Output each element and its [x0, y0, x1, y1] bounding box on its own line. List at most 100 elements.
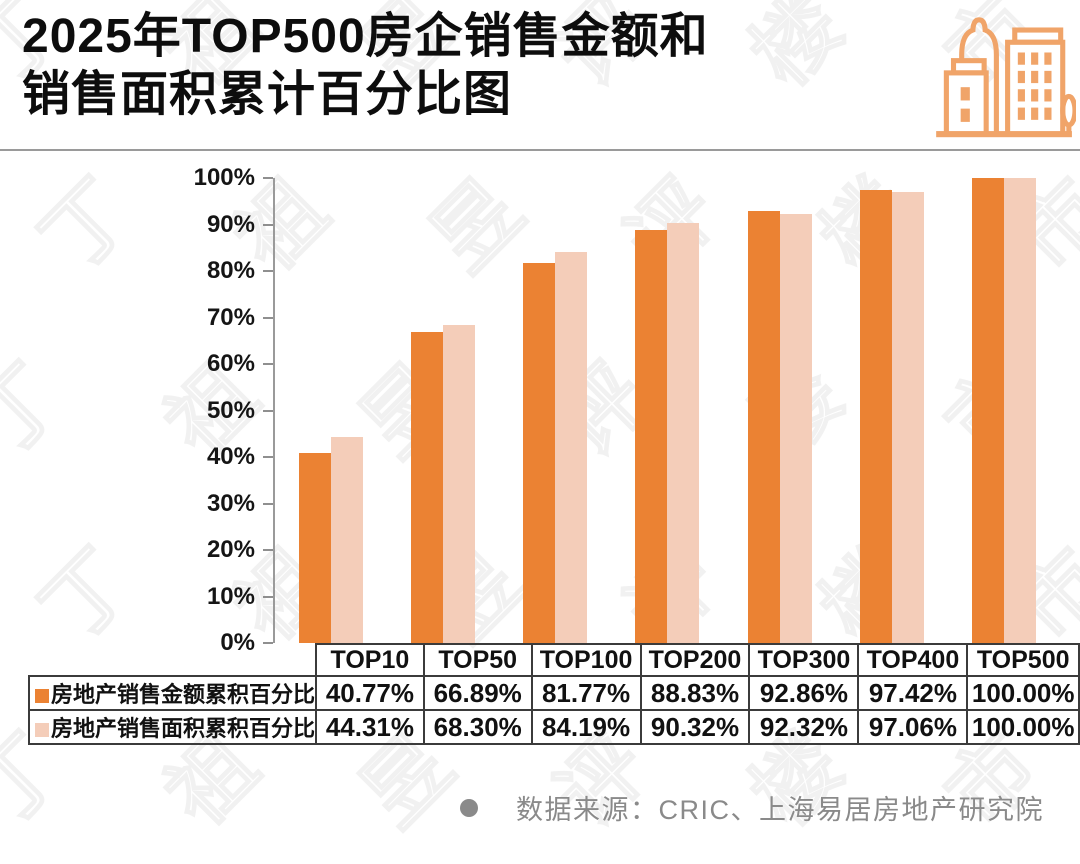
window [1017, 107, 1025, 120]
y-tick-mark [263, 502, 273, 505]
bar-group-top100 [499, 178, 611, 643]
bar-amount-top10 [299, 453, 332, 643]
y-tick-label-90: 90% [206, 210, 255, 238]
bar-amount-top300 [747, 211, 780, 643]
plot-area [273, 178, 1060, 643]
window [960, 108, 970, 122]
source-footer: 数据来源：CRIC、上海易居房地产研究院 [460, 788, 1044, 827]
bar-group-top50 [387, 178, 499, 643]
y-axis: 0% 10% 20% 30% 40% 50% 60% 70% 80% 90% 100% [0, 164, 273, 656]
y-tick-mark [263, 223, 273, 226]
table-header-top400: TOP400 [857, 643, 969, 677]
bar-area-top100 [555, 251, 588, 643]
watermark-glyph: 楼 [733, 0, 861, 104]
row-label: 房地产销售面积累积百分比 [27, 709, 318, 745]
y-tick-mark [263, 177, 273, 179]
legend-swatch [35, 689, 49, 703]
y-tick-label-70: 70% [206, 303, 255, 331]
y-tick-mark [263, 409, 273, 412]
bar-group-top300 [724, 178, 836, 643]
table-header-top50: TOP50 [422, 643, 533, 677]
table-header-top100: TOP100 [530, 643, 642, 677]
bar-group-top200 [611, 178, 723, 643]
page-title-line1: 2025年TOP500房企销售金额和 [22, 10, 709, 63]
table-row: 房地产销售金额累积百分比 40.77% 66.89% 81.77% 88.83% 92.8… [27, 675, 1080, 711]
bullet-icon [460, 798, 478, 817]
table-corner-blank [29, 644, 316, 676]
y-tick-label-10: 10% [206, 582, 255, 610]
window [1031, 52, 1039, 65]
table-header-top300: TOP300 [748, 643, 860, 677]
table-value-top300: 92.32% [748, 709, 860, 745]
bar-amount-top500 [971, 178, 1004, 643]
window [1017, 70, 1025, 84]
y-tick-label-80: 80% [206, 257, 255, 284]
bar-area-top10 [331, 436, 364, 643]
table-value-top200: 90.32% [639, 709, 751, 745]
table-value-top100: 81.77% [530, 675, 642, 711]
left-building-body [943, 70, 989, 137]
window [1017, 89, 1025, 102]
table-header-top500: TOP500 [966, 643, 1080, 677]
y-tick-label-50: 50% [206, 396, 255, 424]
y-tick-label-0: 0% [220, 629, 255, 656]
window [1031, 89, 1039, 102]
y-tick-label-30: 30% [206, 489, 255, 517]
table-value-top50: 68.30% [422, 709, 533, 745]
table-value-top200: 88.83% [639, 675, 751, 711]
bar-area-top300 [779, 213, 812, 643]
table-header-top200: TOP200 [639, 643, 751, 677]
bar-group-top500 [948, 178, 1060, 643]
window [960, 87, 970, 101]
y-tick-mark [263, 316, 273, 319]
bar-amount-top200 [635, 229, 668, 643]
window [1044, 52, 1052, 65]
page-title-line2: 销售面积累计百分比图 [22, 67, 513, 121]
bar-area-top400 [891, 191, 924, 643]
tree-canopy [1060, 93, 1076, 128]
y-tick-mark [263, 456, 273, 458]
table-value-top400: 97.06% [857, 709, 969, 745]
y-tick-mark [263, 549, 273, 551]
bar-group-top10 [275, 178, 387, 643]
y-tick-mark [263, 363, 273, 365]
table-value-top10: 44.31% [315, 709, 425, 745]
window [1044, 70, 1052, 84]
legend-swatch [35, 723, 49, 737]
window [1031, 70, 1039, 84]
y-tick-mark [263, 270, 273, 272]
bar-group-top400 [836, 178, 948, 643]
y-tick-label-40: 40% [206, 443, 255, 470]
buildings-icon [936, 17, 1076, 138]
bar-amount-top400 [859, 190, 892, 643]
table-value-top50: 66.89% [422, 675, 533, 711]
window [1044, 107, 1052, 120]
bar-area-top500 [1003, 178, 1036, 643]
row-label: 房地产销售金额累积百分比 [27, 675, 318, 711]
summary-table: TOP10 TOP50 TOP100 TOP200 TOP300 TOP400 TOP500… [27, 643, 1080, 745]
bar-area-top50 [443, 325, 476, 643]
window [1017, 52, 1025, 65]
bar-amount-top50 [411, 331, 444, 643]
data-table: TOP10 TOP50 TOP100 TOP200 TOP300 TOP400 TOP500… [27, 643, 1080, 745]
y-tick-label-20: 20% [206, 536, 255, 563]
window [1044, 89, 1052, 102]
table-value-top500: 100.00% [966, 709, 1080, 745]
page-title: 2025年TOP500房企销售金额和 销售面积累计百分比图 [22, 8, 709, 123]
title-divider [0, 149, 1080, 151]
window [1031, 107, 1039, 120]
y-tick-label-60: 60% [206, 350, 255, 377]
bar-amount-top100 [523, 262, 556, 643]
table-value-top300: 92.86% [748, 675, 860, 711]
dome-tower-outline [959, 17, 999, 135]
ground-line [936, 131, 1072, 138]
table-row: 房地产销售面积累积百分比 44.31% 68.30% 84.19% 90.32% 92.3… [27, 709, 1080, 745]
table-value-top400: 97.42% [857, 675, 969, 711]
table-value-top100: 84.19% [530, 709, 642, 745]
y-tick-label-100: 100% [193, 164, 255, 191]
bar-area-top200 [667, 223, 700, 643]
table-value-top10: 40.77% [315, 675, 425, 711]
table-header-top10: TOP10 [315, 643, 425, 677]
source-text: 数据来源：CRIC、上海易居房地产研究院 [516, 795, 1044, 825]
table-value-top500: 100.00% [966, 675, 1080, 711]
